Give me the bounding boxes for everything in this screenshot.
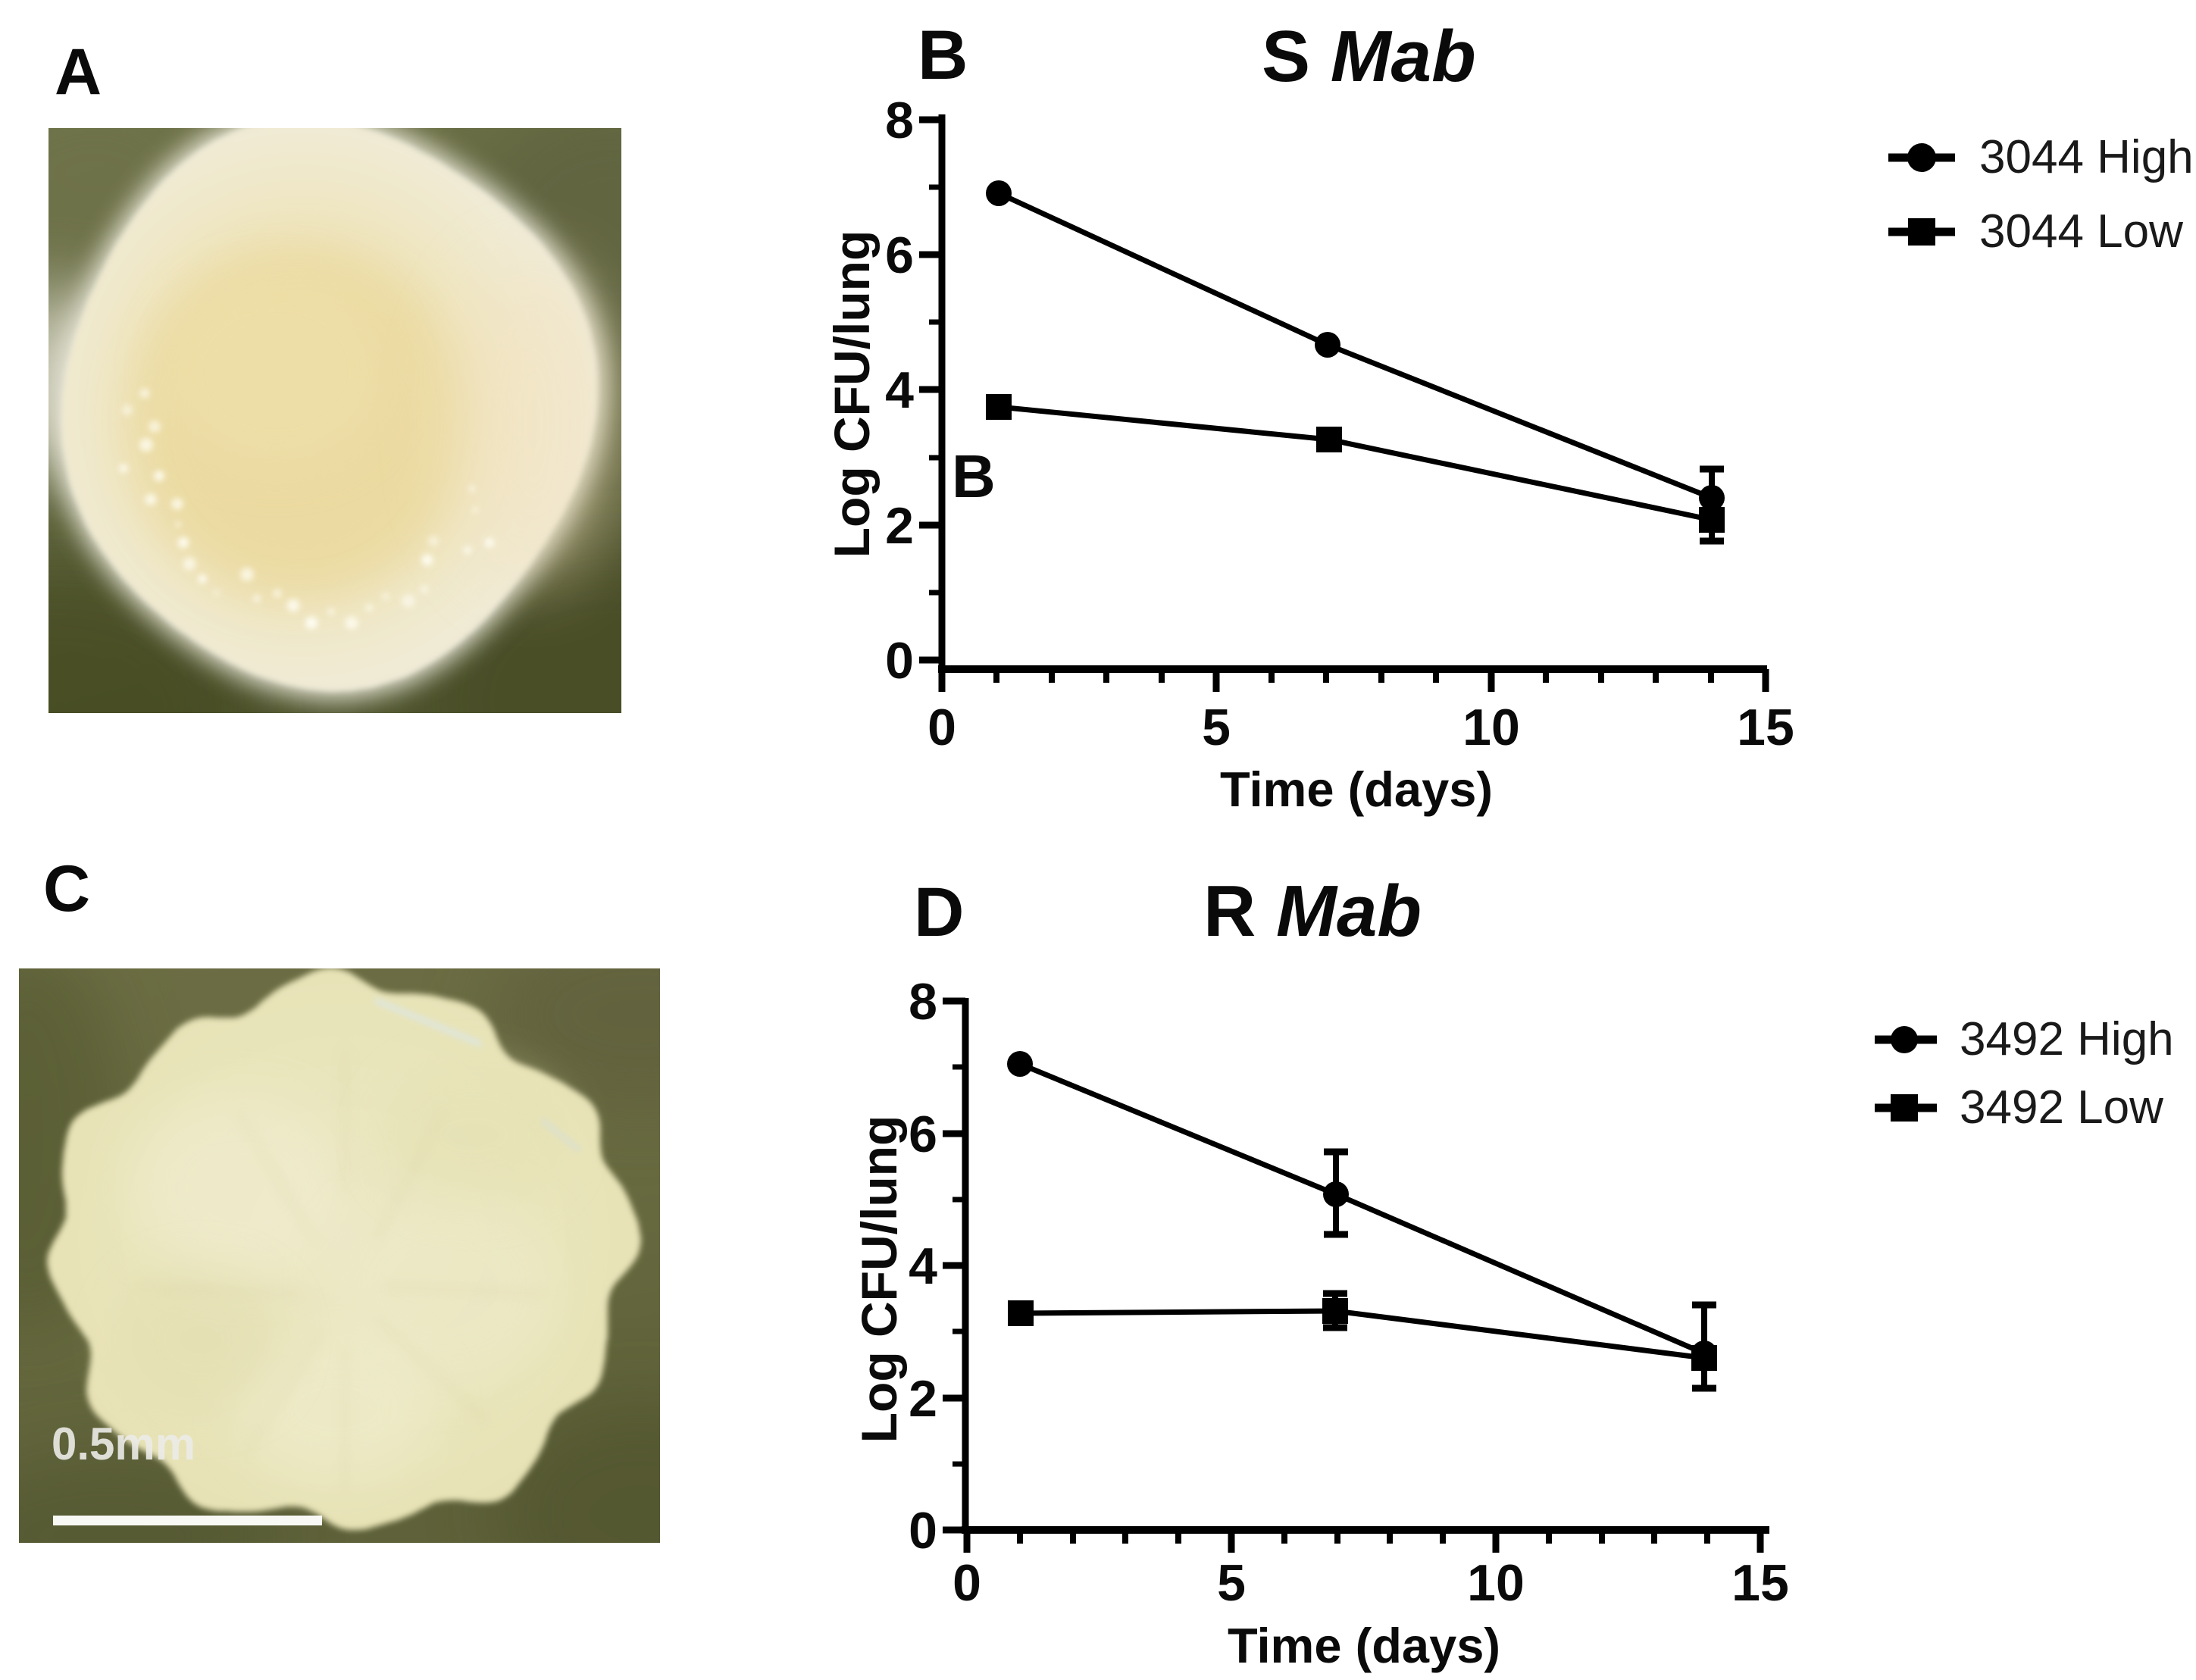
svg-text:15: 15 bbox=[1737, 699, 1794, 756]
svg-text:6: 6 bbox=[885, 227, 914, 284]
svg-text:10: 10 bbox=[1467, 1554, 1525, 1612]
svg-text:6: 6 bbox=[909, 1106, 937, 1163]
svg-text:15: 15 bbox=[1731, 1554, 1789, 1612]
svg-text:8: 8 bbox=[885, 92, 914, 149]
svg-text:4: 4 bbox=[909, 1237, 937, 1295]
svg-text:3492 Low: 3492 Low bbox=[1960, 1081, 2163, 1134]
svg-text:0.5mm: 0.5mm bbox=[52, 1419, 196, 1469]
svg-text:S Mab: S Mab bbox=[1262, 16, 1476, 97]
svg-text:2: 2 bbox=[885, 497, 914, 555]
svg-text:10: 10 bbox=[1462, 699, 1520, 756]
svg-text:B: B bbox=[952, 443, 996, 510]
svg-text:3492 High: 3492 High bbox=[1960, 1013, 2174, 1065]
svg-text:D: D bbox=[914, 874, 964, 951]
svg-text:0: 0 bbox=[928, 699, 956, 756]
svg-text:A: A bbox=[55, 36, 102, 108]
svg-text:0: 0 bbox=[953, 1554, 981, 1612]
svg-text:B: B bbox=[918, 17, 968, 94]
svg-text:4: 4 bbox=[885, 361, 914, 419]
svg-text:0: 0 bbox=[909, 1502, 937, 1560]
svg-text:5: 5 bbox=[1217, 1554, 1246, 1612]
svg-text:8: 8 bbox=[909, 973, 937, 1031]
svg-text:Time (days): Time (days) bbox=[1220, 762, 1493, 817]
svg-text:5: 5 bbox=[1202, 699, 1231, 756]
svg-text:C: C bbox=[43, 853, 90, 925]
svg-text:3044 Low: 3044 Low bbox=[1979, 205, 2183, 258]
svg-text:Log CFU/lung: Log CFU/lung bbox=[851, 1115, 907, 1444]
svg-text:R Mab: R Mab bbox=[1203, 871, 1422, 952]
svg-text:2: 2 bbox=[909, 1370, 937, 1428]
svg-text:Time (days): Time (days) bbox=[1228, 1618, 1500, 1673]
svg-text:0: 0 bbox=[885, 632, 914, 690]
svg-text:Log CFU/lung: Log CFU/lung bbox=[824, 230, 880, 558]
svg-text:3044 High: 3044 High bbox=[1979, 131, 2194, 183]
